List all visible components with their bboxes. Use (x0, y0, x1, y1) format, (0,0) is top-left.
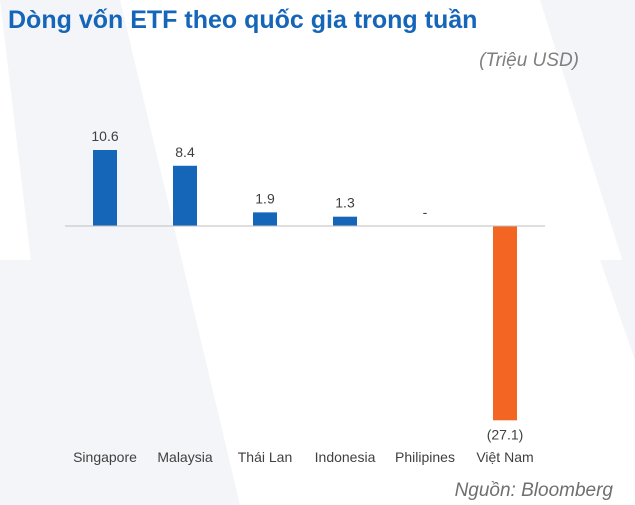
data-label-2: 1.9 (255, 190, 275, 206)
source-label: Nguồn: Bloomberg (454, 480, 613, 501)
unit-label: (Triệu USD) (479, 50, 579, 71)
category-label-4: Philipines (395, 449, 455, 465)
category-label-2: Thái Lan (238, 449, 292, 465)
category-label-0: Singapore (73, 449, 137, 465)
category-label-5: Việt Nam (476, 449, 533, 465)
chart-title: Dòng vốn ETF theo quốc gia trong tuần (8, 6, 478, 34)
category-label-3: Indonesia (315, 449, 376, 465)
data-label-3: 1.3 (335, 195, 355, 211)
bar-2 (253, 212, 277, 226)
data-label-0: 10.6 (91, 128, 118, 144)
data-label-4: - (423, 204, 428, 220)
bar-0 (93, 149, 117, 226)
category-label-1: Malaysia (157, 449, 212, 465)
bar-3 (333, 216, 357, 226)
data-label-1: 8.4 (175, 144, 195, 160)
bar-1 (173, 165, 197, 226)
data-label-5: (27.1) (487, 426, 524, 442)
bar-5 (493, 226, 517, 421)
